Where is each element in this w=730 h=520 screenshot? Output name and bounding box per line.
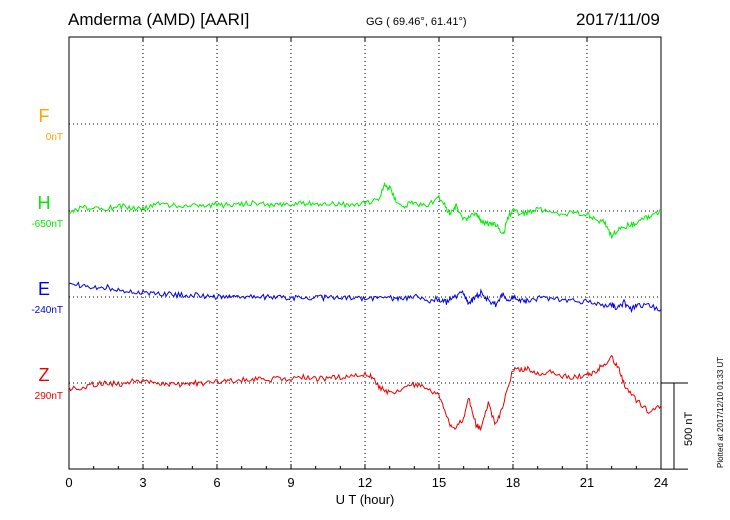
scale-bar bbox=[661, 382, 688, 470]
x-tick-label: 9 bbox=[287, 475, 294, 490]
series-group bbox=[68, 181, 662, 431]
chart-date: 2017/11/09 bbox=[576, 10, 660, 29]
x-tick-label: 6 bbox=[213, 475, 220, 490]
x-tick-label: 21 bbox=[580, 475, 594, 490]
plotted-note: Plotted at 2017/12/10 01:33 UT bbox=[716, 356, 725, 468]
channel-label-e: E bbox=[38, 279, 50, 299]
x-axis-label: U T (hour) bbox=[336, 492, 395, 507]
channel-label-f: F bbox=[39, 106, 50, 126]
channel-label-h: H bbox=[38, 193, 51, 213]
series-line-e bbox=[68, 281, 662, 314]
grid bbox=[69, 37, 661, 469]
x-axis: 0 3 6 9 12 15 18 21 24 U T (hour) bbox=[65, 37, 668, 507]
x-tick-label: 15 bbox=[432, 475, 446, 490]
x-tick-label: 24 bbox=[654, 475, 668, 490]
station-title: Amderma (AMD) [AARI] bbox=[68, 10, 250, 29]
baseline-label-f: 0nT bbox=[46, 132, 63, 143]
series-line-h bbox=[68, 181, 662, 239]
channel-label-z: Z bbox=[39, 365, 50, 385]
x-tick-label: 0 bbox=[65, 475, 72, 490]
x-tick-label: 3 bbox=[139, 475, 146, 490]
x-tick-label: 12 bbox=[358, 475, 372, 490]
scale-bar-label: 500 nT bbox=[683, 411, 695, 446]
baseline-label-z: 290nT bbox=[35, 391, 63, 402]
baseline-label-h: -650nT bbox=[31, 219, 63, 230]
series-line-z bbox=[68, 354, 662, 431]
x-tick-label: 18 bbox=[506, 475, 520, 490]
station-coordinates: GG ( 69.46°, 61.41°) bbox=[366, 16, 467, 28]
baseline-label-e: -240nT bbox=[31, 305, 63, 316]
channel-labels: F 0nT H -650nT E -240nT Z 290nT bbox=[31, 106, 63, 402]
